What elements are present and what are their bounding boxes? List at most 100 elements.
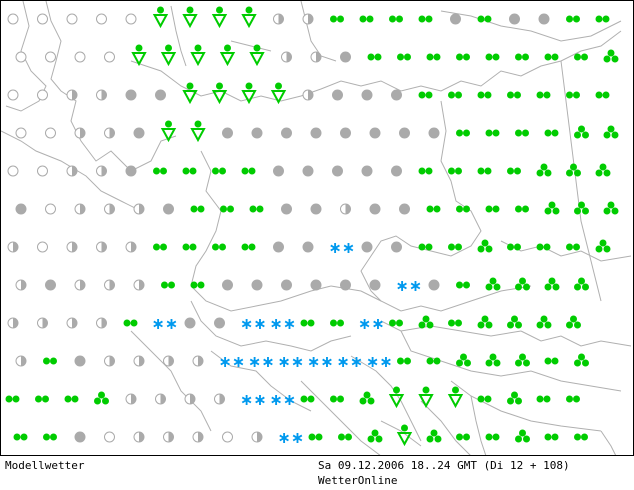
shower-dot xyxy=(216,82,223,90)
shower-dot xyxy=(157,6,164,14)
rain-dot xyxy=(389,319,396,327)
shower-triangle xyxy=(182,14,198,29)
rain-dot xyxy=(5,395,13,403)
rain-dot xyxy=(307,395,315,403)
rain-dot xyxy=(514,167,521,175)
shower-triangle xyxy=(270,90,287,105)
rain-dot xyxy=(307,319,315,327)
rain-dot xyxy=(515,129,522,137)
rain-dot xyxy=(519,277,526,285)
shower-triangle xyxy=(160,128,177,143)
cloudy-symbol xyxy=(15,203,27,215)
rain-dot xyxy=(220,205,227,213)
rain-dot xyxy=(548,201,556,209)
clear-symbol xyxy=(66,13,78,25)
rain-dot xyxy=(582,359,589,367)
rain-dot xyxy=(493,359,501,367)
cloudy-symbol xyxy=(45,279,56,291)
rain-dot xyxy=(599,239,607,247)
rain-dot xyxy=(455,319,462,327)
rain-dot xyxy=(182,167,190,175)
rain-dot xyxy=(607,49,615,57)
cloudy-symbol xyxy=(332,89,343,101)
rain-dot xyxy=(477,395,485,403)
rain-dot xyxy=(566,91,573,99)
rain-dot xyxy=(544,433,552,441)
half-cloud-fill xyxy=(257,432,262,442)
rain-dot xyxy=(338,433,345,441)
cloudy-symbol xyxy=(125,165,137,177)
rain-dot xyxy=(603,245,611,253)
rain-dot xyxy=(489,353,497,361)
rain-dot xyxy=(595,15,603,23)
rain-dot xyxy=(484,167,492,175)
half-cloud-fill xyxy=(109,204,115,214)
rain-dot xyxy=(519,353,526,361)
rain-dot xyxy=(573,243,580,251)
shower-triangle xyxy=(160,52,177,67)
shower-triangle xyxy=(219,52,236,67)
rain-dot xyxy=(330,395,337,403)
rain-dot xyxy=(248,243,256,251)
cloudy-symbol xyxy=(74,355,86,367)
shower-dot xyxy=(393,386,400,394)
rain-dot xyxy=(477,91,485,99)
rain-dot xyxy=(456,281,463,289)
rain-dot xyxy=(492,53,500,61)
rain-dot xyxy=(489,277,497,285)
cloudy-symbol xyxy=(155,89,166,101)
rain-dot xyxy=(574,321,581,329)
rain-dot xyxy=(551,357,559,365)
rain-dot xyxy=(418,91,426,99)
shower-dot xyxy=(224,44,231,52)
cloudy-symbol xyxy=(369,279,381,291)
rain-dot xyxy=(543,395,551,403)
rain-dot xyxy=(566,169,573,177)
shower-triangle xyxy=(249,52,265,67)
rain-dot xyxy=(582,131,589,139)
rain-dot xyxy=(574,53,581,61)
snow-symbol: ∗∗ xyxy=(270,390,297,409)
rain-dot xyxy=(422,315,430,323)
rain-dot xyxy=(330,15,337,23)
cloudy-symbol xyxy=(222,279,233,291)
shower-triangle xyxy=(190,52,206,67)
rain-dot xyxy=(544,357,552,365)
rain-dot xyxy=(477,321,485,329)
shower-dot xyxy=(245,82,253,90)
rain-dot xyxy=(64,395,72,403)
half-cloud-fill xyxy=(131,242,136,252)
half-cloud-fill xyxy=(21,280,26,290)
rain-dot xyxy=(455,243,462,251)
rain-dot xyxy=(371,429,379,437)
shower-triangle xyxy=(152,14,169,29)
map-footer: Modellwetter Sa 09.12.2006 18..24 GMT (D… xyxy=(0,456,634,490)
half-cloud-fill xyxy=(139,280,144,290)
rain-dot xyxy=(603,131,611,139)
rain-dot xyxy=(249,205,257,213)
rain-dot xyxy=(227,205,234,213)
rain-dot xyxy=(330,319,337,327)
rain-dot xyxy=(197,205,205,213)
cloudy-symbol xyxy=(310,203,322,215)
rain-dot xyxy=(345,433,352,441)
snow-symbol: ∗∗ xyxy=(278,352,305,371)
clear-symbol xyxy=(37,165,48,177)
rain-dot xyxy=(71,395,79,403)
cloudy-symbol xyxy=(450,13,461,25)
rain-dot xyxy=(367,435,375,443)
rain-dot xyxy=(493,283,501,291)
half-cloud-fill xyxy=(80,280,85,290)
rain-dot xyxy=(485,53,493,61)
rain-dot xyxy=(578,201,585,209)
rain-dot xyxy=(456,433,463,441)
half-cloud-fill xyxy=(168,432,174,442)
rain-dot xyxy=(551,433,559,441)
clear-symbol xyxy=(37,241,48,253)
rain-dot xyxy=(515,283,522,291)
snow-symbol: ∗∗ xyxy=(270,314,297,333)
clear-symbol xyxy=(125,13,137,25)
rain-dot xyxy=(570,163,577,171)
shower-dot xyxy=(194,44,202,52)
cloudy-symbol xyxy=(214,317,225,329)
